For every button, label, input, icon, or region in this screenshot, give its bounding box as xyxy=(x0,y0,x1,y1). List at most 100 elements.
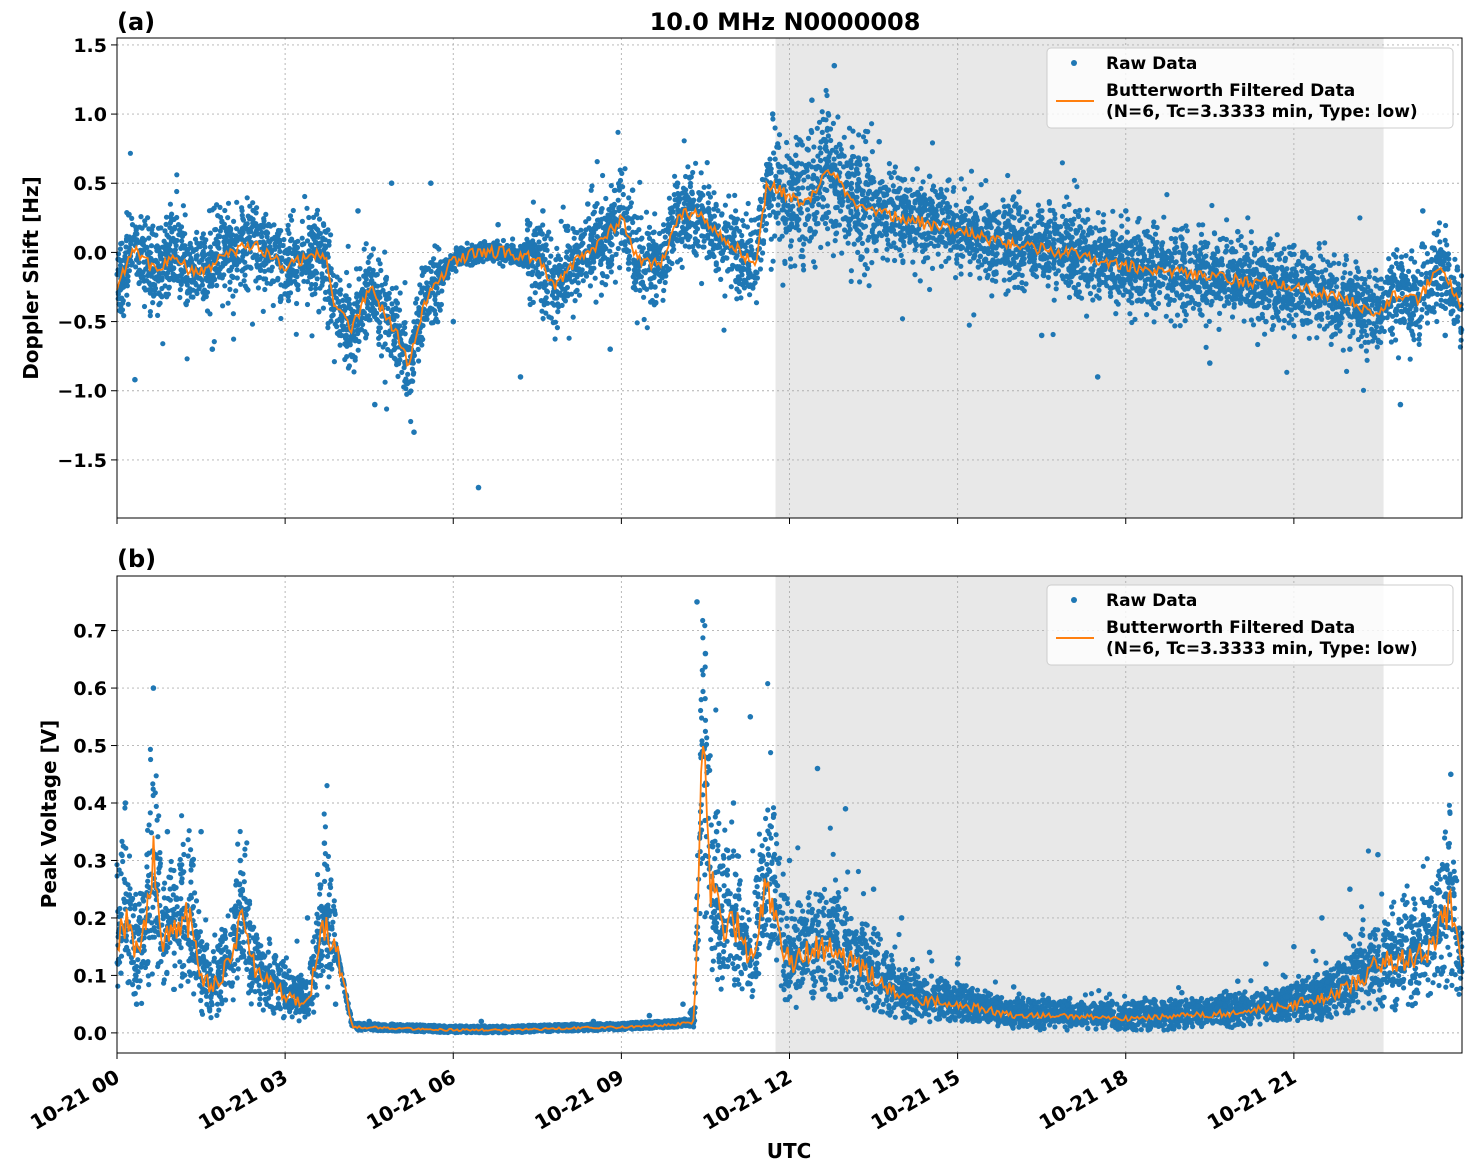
raw-data-point xyxy=(1064,194,1070,200)
raw-data-point xyxy=(734,286,740,292)
raw-data-point xyxy=(679,264,685,270)
raw-data-point xyxy=(1166,282,1172,288)
raw-data-point xyxy=(1416,336,1422,342)
raw-data-point xyxy=(733,208,739,214)
raw-data-point xyxy=(1424,310,1430,316)
raw-data-point xyxy=(1419,307,1425,313)
raw-data-point xyxy=(611,201,617,207)
raw-data-point xyxy=(748,237,754,244)
raw-data-point xyxy=(1347,313,1353,319)
raw-data-point xyxy=(978,182,984,188)
raw-data-point xyxy=(1006,277,1013,283)
raw-data-point xyxy=(1161,274,1167,280)
raw-data-point xyxy=(1012,203,1018,209)
raw-data-point xyxy=(937,203,944,209)
raw-data-point xyxy=(812,229,819,235)
raw-data-point xyxy=(665,227,672,233)
raw-data-point xyxy=(193,253,199,259)
raw-data-point xyxy=(309,333,315,339)
raw-data-point xyxy=(222,283,228,289)
raw-data-point xyxy=(435,290,441,296)
raw-data-point xyxy=(849,144,855,150)
raw-data-point xyxy=(848,278,854,284)
raw-data-point xyxy=(345,243,351,249)
raw-data-point xyxy=(244,285,250,292)
raw-data-point xyxy=(1317,253,1324,259)
raw-data-point xyxy=(328,232,334,238)
raw-data-point xyxy=(621,247,627,253)
raw-data-point xyxy=(415,346,421,352)
raw-data-point xyxy=(1289,252,1295,258)
raw-data-point xyxy=(323,289,329,295)
raw-data-point xyxy=(968,195,975,201)
raw-data-point xyxy=(1347,322,1353,328)
raw-data-point xyxy=(264,280,270,286)
raw-data-point xyxy=(731,220,737,226)
raw-data-point xyxy=(1016,189,1022,195)
raw-data-point xyxy=(389,301,395,307)
raw-data-point xyxy=(552,295,558,301)
raw-data-point xyxy=(1221,303,1227,309)
raw-data-point xyxy=(1267,289,1273,295)
raw-data-point xyxy=(962,212,968,218)
raw-data-point xyxy=(1274,314,1280,320)
raw-data-point xyxy=(637,287,643,293)
raw-data-point xyxy=(1188,294,1194,301)
raw-data-point xyxy=(1320,257,1326,263)
raw-data-point xyxy=(884,246,890,252)
raw-data-point xyxy=(985,209,991,215)
raw-data-point xyxy=(1386,256,1392,262)
raw-data-point xyxy=(801,267,807,273)
raw-data-point xyxy=(1358,343,1364,349)
raw-data-point xyxy=(329,313,335,319)
raw-data-point xyxy=(938,186,944,192)
raw-data-point xyxy=(800,262,806,268)
raw-data-point xyxy=(848,268,855,274)
raw-data-point xyxy=(1101,212,1107,218)
raw-data-point xyxy=(1416,332,1423,338)
raw-data-point xyxy=(1125,216,1131,222)
raw-data-point xyxy=(1166,301,1172,308)
raw-data-point xyxy=(816,202,822,208)
raw-data-point xyxy=(713,268,719,274)
raw-data-point xyxy=(1172,323,1178,329)
raw-data-point xyxy=(966,322,972,328)
raw-data-point xyxy=(861,213,868,219)
raw-data-point xyxy=(335,289,341,295)
raw-data-point xyxy=(1443,291,1449,297)
raw-data-point xyxy=(940,210,946,216)
raw-data-point xyxy=(953,202,959,208)
raw-data-point xyxy=(644,325,650,331)
raw-data-point xyxy=(1075,281,1082,288)
raw-data-point xyxy=(805,135,812,141)
raw-data-point xyxy=(745,200,751,207)
raw-data-point xyxy=(212,227,218,233)
raw-data-point xyxy=(222,207,228,214)
raw-data-point xyxy=(863,181,869,187)
raw-data-point xyxy=(182,212,188,218)
raw-data-point xyxy=(177,294,183,301)
raw-data-point xyxy=(869,260,875,266)
raw-data-point xyxy=(580,278,586,284)
raw-data-point xyxy=(817,164,823,170)
raw-data-point xyxy=(989,250,996,257)
raw-data-point xyxy=(578,227,584,233)
raw-data-point xyxy=(831,156,837,162)
raw-data-point xyxy=(1161,214,1167,220)
raw-data-point xyxy=(251,232,257,238)
raw-data-point xyxy=(1394,247,1400,253)
raw-data-point xyxy=(763,227,769,233)
raw-data-point xyxy=(1206,318,1212,324)
raw-data-point xyxy=(910,259,916,265)
raw-data-point xyxy=(1321,277,1327,283)
raw-data-point xyxy=(1071,177,1077,183)
raw-data-point xyxy=(1434,232,1440,238)
raw-data-point xyxy=(830,253,837,259)
raw-data-point xyxy=(1353,274,1359,280)
raw-data-point xyxy=(869,149,876,155)
raw-data-point xyxy=(1267,236,1273,242)
raw-data-point xyxy=(688,174,694,180)
raw-data-point xyxy=(312,291,318,297)
raw-data-point xyxy=(1172,239,1178,245)
raw-data-point xyxy=(1103,249,1109,255)
